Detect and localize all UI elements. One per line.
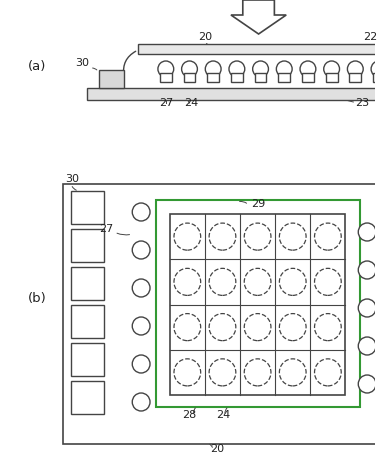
Text: 22: 22 — [363, 32, 377, 42]
Bar — [138, 44, 377, 54]
Bar — [71, 305, 104, 338]
Text: 29: 29 — [252, 199, 266, 209]
Circle shape — [315, 314, 341, 340]
Text: 20: 20 — [210, 444, 224, 454]
Text: 27: 27 — [159, 98, 173, 108]
Bar — [71, 229, 104, 262]
Circle shape — [253, 61, 268, 77]
Circle shape — [358, 375, 376, 393]
Circle shape — [276, 61, 292, 77]
Bar — [63, 184, 377, 444]
Text: 20: 20 — [198, 32, 212, 42]
Bar — [207, 73, 219, 82]
Circle shape — [324, 61, 339, 77]
Circle shape — [347, 61, 363, 77]
Text: Light: Light — [245, 17, 272, 27]
Circle shape — [358, 223, 376, 241]
Circle shape — [132, 355, 150, 373]
Circle shape — [205, 61, 221, 77]
Circle shape — [209, 314, 236, 340]
Circle shape — [132, 203, 150, 221]
Circle shape — [244, 359, 271, 386]
Circle shape — [158, 61, 174, 77]
Circle shape — [315, 359, 341, 386]
Bar — [326, 73, 337, 82]
Bar — [170, 214, 345, 395]
Bar — [184, 73, 195, 82]
Circle shape — [209, 268, 236, 295]
Text: (b): (b) — [28, 292, 47, 305]
Circle shape — [229, 61, 245, 77]
Circle shape — [244, 223, 271, 250]
Circle shape — [174, 223, 201, 250]
Circle shape — [358, 337, 376, 355]
Circle shape — [244, 314, 271, 340]
Circle shape — [174, 314, 201, 340]
Text: 28: 28 — [182, 410, 196, 420]
Circle shape — [315, 268, 341, 295]
Bar — [231, 73, 243, 82]
Circle shape — [132, 279, 150, 297]
Circle shape — [358, 299, 376, 317]
Text: 24: 24 — [184, 98, 199, 108]
Bar — [349, 73, 361, 82]
Circle shape — [244, 268, 271, 295]
Text: 23: 23 — [355, 98, 369, 108]
Circle shape — [209, 223, 236, 250]
Circle shape — [209, 359, 236, 386]
Circle shape — [279, 223, 306, 250]
Bar — [255, 73, 266, 82]
Text: 24: 24 — [216, 410, 230, 420]
Circle shape — [132, 393, 150, 411]
Circle shape — [174, 268, 201, 295]
Text: 30: 30 — [75, 58, 89, 68]
Bar — [156, 200, 360, 407]
Bar — [71, 267, 104, 300]
Circle shape — [358, 261, 376, 279]
Bar — [71, 381, 104, 414]
Circle shape — [315, 223, 341, 250]
Bar — [71, 191, 104, 224]
Bar — [71, 343, 104, 376]
Bar — [87, 88, 377, 100]
Bar — [302, 73, 314, 82]
Circle shape — [182, 61, 197, 77]
Bar — [278, 73, 290, 82]
Text: (a): (a) — [28, 60, 47, 73]
Circle shape — [132, 241, 150, 259]
Circle shape — [132, 317, 150, 335]
Text: 30: 30 — [65, 174, 79, 184]
Bar — [160, 73, 172, 82]
Polygon shape — [231, 0, 286, 34]
Circle shape — [174, 359, 201, 386]
Bar — [373, 73, 380, 82]
Circle shape — [279, 314, 306, 340]
Circle shape — [371, 61, 380, 77]
Circle shape — [279, 359, 306, 386]
Bar — [99, 70, 124, 88]
Text: 27: 27 — [99, 224, 114, 234]
Circle shape — [279, 268, 306, 295]
Circle shape — [300, 61, 316, 77]
